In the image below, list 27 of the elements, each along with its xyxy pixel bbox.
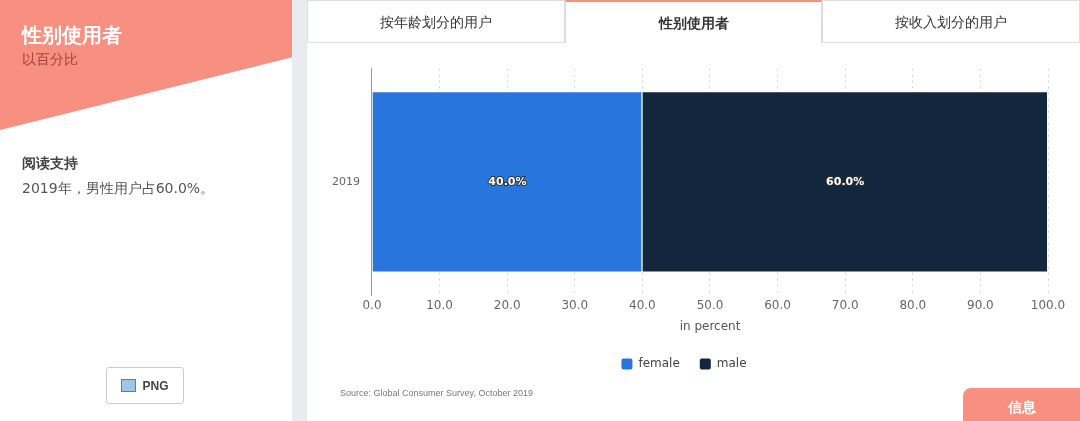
source-note: Source: Global Consumer Survey, October 2019 — [340, 388, 533, 398]
legend-label: male — [716, 356, 747, 371]
x-tick-label: 90.0 — [967, 297, 994, 312]
text: PNG — [142, 378, 169, 393]
x-tick-label: 0.0 — [362, 297, 382, 312]
text: 以百分比 — [22, 51, 78, 69]
x-tick-label: 10.0 — [426, 297, 453, 312]
text: 阅读支持 — [22, 155, 78, 173]
x-tick-label: 100.0 — [1030, 297, 1066, 312]
text: 2019年，男性用户占60.0%。 — [22, 180, 215, 198]
data-label: 60.0% — [826, 174, 865, 188]
x-tick-label: 50.0 — [696, 297, 724, 312]
x-tick-label: 80.0 — [899, 297, 927, 312]
data-label: 40.0% — [488, 174, 527, 188]
x-tick-label: 40.0 — [629, 297, 656, 312]
x-tick-label: 30.0 — [561, 297, 589, 312]
text: 性别使用者 — [565, 0, 822, 43]
x-tick-label: 70.0 — [831, 297, 859, 312]
y-tick-label: 2019 — [331, 174, 360, 188]
x-axis-title: in percent — [679, 318, 741, 333]
text: 按年龄划分的用户 — [307, 0, 565, 43]
x-tick-label: 20.0 — [493, 297, 521, 312]
text: 信息 — [963, 388, 1080, 421]
x-tick-label: 60.0 — [764, 297, 791, 312]
text: 按收入划分的用户 — [822, 0, 1080, 43]
legend-label: female — [638, 356, 680, 371]
text: 性别使用者 — [22, 22, 122, 49]
